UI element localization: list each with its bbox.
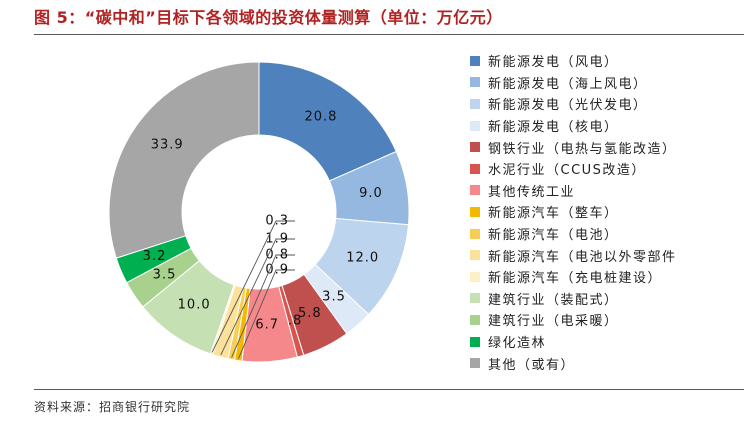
legend-label: 建筑行业（电采暖） (488, 314, 619, 330)
slice-label: 5.8 (298, 306, 322, 321)
legend-swatch (470, 185, 480, 196)
legend-item: 钢铁行业（电热与氢能改造） (470, 136, 677, 158)
legend-swatch (470, 271, 480, 282)
legend-label: 其他（或有） (488, 357, 576, 373)
legend-item: 其他传统工业 (470, 180, 677, 202)
chart-legend: 新能源发电（风电） 新能源发电（海上风电） 新能源发电（光伏发电） 新能源发电（核电）… (470, 50, 677, 374)
top-divider (34, 34, 744, 35)
slice-label: 0.3 (265, 214, 289, 229)
slice-label: 20.8 (305, 109, 338, 124)
legend-label: 水泥行业（CCUS改造） (488, 163, 646, 179)
legend-item: 新能源发电（核电） (470, 115, 677, 137)
leader-line (238, 269, 295, 359)
legend-item: 新能源发电（风电） (470, 50, 677, 72)
slice-label: 1.9 (265, 232, 289, 247)
legend-swatch (470, 77, 480, 88)
slice-label: 0.9 (265, 263, 289, 278)
leader-line (231, 254, 295, 358)
legend-label: 新能源发电（核电） (488, 120, 619, 136)
legend-label: 新能源汽车（电池） (488, 228, 619, 244)
legend-swatch (470, 314, 480, 325)
legend-swatch (470, 142, 480, 153)
legend-label: 新能源发电（风电） (488, 55, 619, 71)
chart-title: 图 5：“碳中和”目标下各领域的投资体量测算（单位：万亿元） (34, 8, 503, 27)
legend-label: 绿化造林 (488, 336, 547, 352)
legend-item: 新能源汽车（电池以外零部件 (470, 244, 677, 266)
legend-swatch (470, 336, 480, 347)
legend-item: 新能源发电（海上风电） (470, 72, 677, 94)
slice-label: 3.5 (322, 290, 346, 305)
slice-label: 3.5 (153, 267, 177, 282)
legend-swatch (470, 228, 480, 239)
slice-label: 6.7 (255, 318, 279, 333)
source-note: 资料来源：招商银行研究院 (34, 400, 191, 414)
bottom-divider (34, 389, 744, 390)
legend-item: 新能源汽车（整车） (470, 201, 677, 223)
legend-label: 新能源汽车（整车） (488, 206, 619, 222)
legend-label: 其他传统工业 (488, 184, 576, 200)
slice-label: 9.0 (359, 186, 383, 201)
legend-label: 新能源汽车（电池以外零部件 (488, 249, 677, 265)
slice-label: 12.0 (346, 251, 379, 266)
donut-slice (108, 61, 260, 259)
legend-swatch (470, 163, 480, 174)
legend-item: 建筑行业（装配式） (470, 288, 677, 310)
legend-label: 建筑行业（装配式） (488, 292, 619, 308)
legend-item: 水泥行业（CCUS改造） (470, 158, 677, 180)
legend-label: 新能源发电（海上风电） (488, 76, 648, 92)
legend-item: 新能源发电（光伏发电） (470, 93, 677, 115)
legend-swatch (470, 206, 480, 217)
leader-line (211, 220, 295, 353)
slice-label: 3.2 (143, 249, 167, 264)
slice-label: 10.0 (178, 298, 211, 313)
legend-item: 新能源汽车（充电桩建设） (470, 266, 677, 288)
legend-swatch (470, 98, 480, 109)
legend-item: 新能源汽车（电池） (470, 223, 677, 245)
legend-swatch (470, 293, 480, 304)
legend-item: 其他（或有） (470, 352, 677, 374)
slice-label: 0.8 (265, 248, 289, 263)
legend-label: 新能源发电（光伏发电） (488, 98, 648, 114)
slice-label: 33.9 (151, 138, 184, 153)
legend-swatch (470, 55, 480, 66)
legend-label: 新能源汽车（充电桩建设） (488, 271, 663, 287)
legend-item: 建筑行业（电采暖） (470, 309, 677, 331)
legend-swatch (470, 358, 480, 369)
legend-swatch (470, 250, 480, 261)
legend-swatch (470, 120, 480, 131)
leader-line (220, 238, 295, 356)
legend-item: 绿化造林 (470, 331, 677, 353)
legend-label: 钢铁行业（电热与氢能改造） (488, 141, 677, 157)
